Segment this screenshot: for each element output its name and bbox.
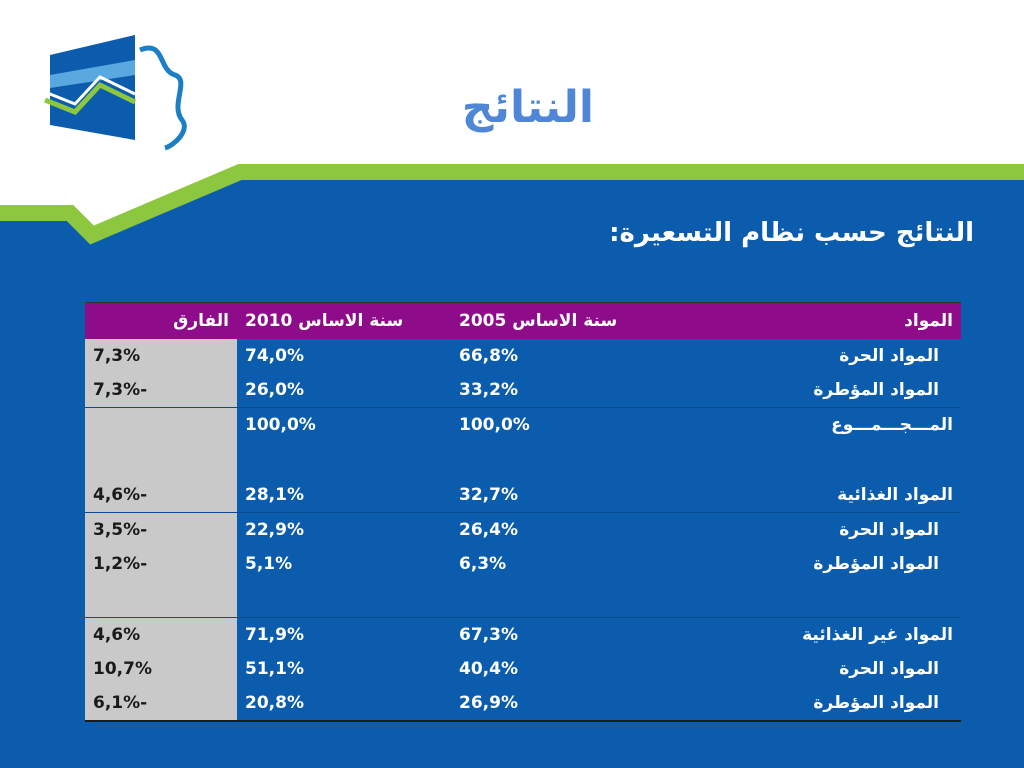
row-base-2010: 28,1% (245, 485, 304, 505)
table-row: المواد غير الغذائية 67,3% 71,9% 4,6% (85, 617, 961, 652)
row-diff: 4,6% (85, 617, 237, 652)
section-subtitle: النتائج حسب نظام التسعيرة: (609, 218, 974, 248)
row-diff: -3,5% (85, 512, 237, 547)
row-base-2010: 20,8% (237, 686, 451, 722)
row-base-2010: 22,9% (237, 512, 451, 547)
row-diff: -7,3% (85, 373, 237, 408)
row-item: المواد المؤطرة (813, 554, 939, 574)
row-base-2010: 74,0% (245, 346, 304, 366)
table-header-row: المواد سنة الاساس 2005 سنة الاساس 2010 ا… (85, 302, 961, 339)
row-item: المواد المؤطرة (813, 380, 939, 400)
row-base-2005: 33,2% (459, 380, 518, 400)
results-table: المواد سنة الاساس 2005 سنة الاساس 2010 ا… (85, 302, 961, 722)
row-base-2005: 26,4% (451, 512, 661, 547)
row-item: المواد غير الغذائية (661, 617, 961, 652)
table-row-total: المـــجـــمـــوع 100,0% 100,0% (85, 407, 961, 442)
row-base-2005: 100,0% (451, 407, 661, 442)
table-row: المواد المؤطرة 33,2% 26,0% -7,3% (85, 373, 961, 408)
logo-icon (44, 35, 187, 151)
row-diff: -4,6% (85, 478, 237, 513)
row-diff: -1,2% (85, 547, 237, 581)
header-diff: الفارق (85, 302, 237, 339)
row-base-2005: 6,3% (459, 554, 507, 574)
row-diff: 10,7% (85, 652, 237, 686)
row-base-2010: 71,9% (237, 617, 451, 652)
page-title: النتائج (461, 82, 594, 133)
header-base-2010: سنة الاساس 2010 (237, 302, 451, 339)
row-item: المواد الغذائية (837, 485, 953, 505)
row-base-2005: 26,9% (451, 686, 661, 722)
row-base-2010: 100,0% (237, 407, 451, 442)
table-row: المواد المؤطرة 26,9% 20,8% -6,1% (85, 686, 961, 722)
row-item: المـــجـــمـــوع (661, 407, 961, 442)
row-item: المواد المؤطرة (661, 686, 961, 722)
row-base-2005: 67,3% (451, 617, 661, 652)
header-item: المواد (661, 302, 961, 339)
table-spacer-row (85, 581, 961, 618)
row-base-2005: 66,8% (459, 346, 518, 366)
table-spacer-row (85, 442, 961, 478)
row-item: المواد الحرة (839, 346, 939, 366)
row-diff: 7,3% (85, 339, 237, 373)
table-row: المواد الغذائية 32,7% 28,1% -4,6% (85, 478, 961, 513)
row-diff: -6,1% (85, 686, 237, 722)
table-row: المواد الحرة 66,8% 74,0% 7,3% (85, 339, 961, 373)
table-row: المواد الحرة 40,4% 51,1% 10,7% (85, 652, 961, 686)
row-item: المواد الحرة (839, 659, 939, 679)
row-base-2010: 5,1% (245, 554, 293, 574)
row-base-2010: 51,1% (245, 659, 304, 679)
row-base-2005: 40,4% (459, 659, 518, 679)
header-base-2005: سنة الاساس 2005 (451, 302, 661, 339)
table-row: المواد المؤطرة 6,3% 5,1% -1,2% (85, 547, 961, 581)
table-row: المواد الحرة 26,4% 22,9% -3,5% (85, 512, 961, 547)
row-base-2010: 26,0% (245, 380, 304, 400)
row-item: المواد الحرة (661, 512, 961, 547)
row-base-2005: 32,7% (459, 485, 518, 505)
row-diff (85, 407, 237, 442)
